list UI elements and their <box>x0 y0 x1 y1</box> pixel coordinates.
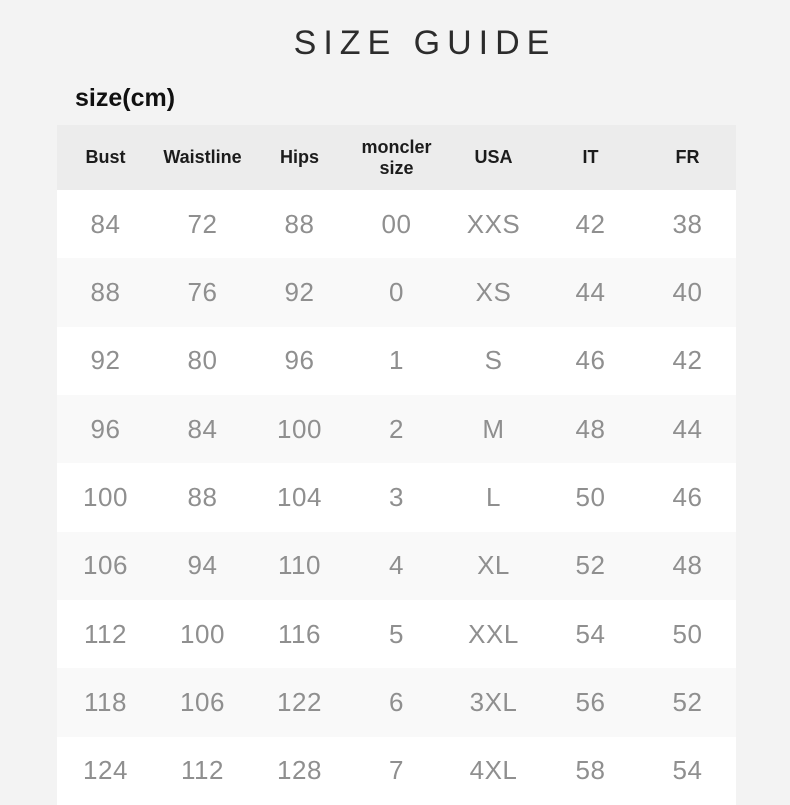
table-row: 112 100 116 5 XXL 54 50 <box>57 599 736 669</box>
column-header-fr: FR <box>675 147 700 167</box>
size-table-body: 84 72 88 00 XXS 42 38 88 76 92 0 XS 44 40 92 80 96 1 S 46 42… <box>57 190 736 805</box>
table-row: 124 112 128 7 4XL 58 54 <box>57 736 736 805</box>
page-title: SIZE GUIDE <box>293 24 557 62</box>
table-cell: 7 <box>389 755 404 786</box>
table-cell: 3 <box>389 481 404 512</box>
table-cell: 50 <box>672 618 703 649</box>
table-cell: 4 <box>389 550 404 581</box>
table-cell: 46 <box>575 345 606 376</box>
table-cell: 58 <box>575 755 606 786</box>
table-cell: 46 <box>672 481 703 512</box>
table-cell: M <box>482 413 505 444</box>
table-cell: 1 <box>389 345 404 376</box>
table-row: 106 94 110 4 XL 52 48 <box>57 531 736 600</box>
table-cell: XXS <box>466 208 521 239</box>
column-header-bust: Bust <box>85 147 126 167</box>
table-cell: 104 <box>277 481 322 512</box>
table-cell: 106 <box>180 686 225 717</box>
table-cell: 0 <box>389 276 404 307</box>
table-cell: 84 <box>187 413 218 444</box>
table-cell: 50 <box>575 481 606 512</box>
table-cell: 122 <box>277 686 322 717</box>
table-cell: 48 <box>672 550 703 581</box>
table-cell: 40 <box>672 276 703 307</box>
table-row: 92 80 96 1 S 46 42 <box>57 326 736 395</box>
table-cell: XS <box>475 276 512 307</box>
table-cell: 96 <box>90 413 121 444</box>
table-cell: 44 <box>672 413 703 444</box>
table-cell: 52 <box>575 550 606 581</box>
table-cell: 118 <box>84 686 127 717</box>
size-table-header-row: Bust Waistline Hips moncler size USA IT FR <box>57 125 736 190</box>
table-cell: L <box>486 481 501 512</box>
column-header-it: IT <box>582 147 599 167</box>
table-cell: 100 <box>83 481 128 512</box>
table-cell: 80 <box>187 345 218 376</box>
table-row: 118 106 122 6 3XL 56 52 <box>57 668 736 737</box>
table-cell: 112 <box>84 618 127 649</box>
table-cell: XL <box>477 550 510 581</box>
table-cell: 124 <box>83 755 128 786</box>
table-row: 100 88 104 3 L 50 46 <box>57 463 736 532</box>
table-cell: 76 <box>187 276 218 307</box>
table-cell: 38 <box>672 208 703 239</box>
table-cell: 110 <box>278 550 321 581</box>
table-cell: 5 <box>389 618 404 649</box>
table-cell: 52 <box>672 686 703 717</box>
table-cell: 84 <box>90 208 121 239</box>
table-cell: 54 <box>672 755 703 786</box>
table-cell: 92 <box>284 276 315 307</box>
column-header-usa: USA <box>474 147 513 167</box>
table-cell: 128 <box>277 755 322 786</box>
table-cell: 94 <box>187 550 218 581</box>
table-cell: 6 <box>389 686 404 717</box>
table-cell: 100 <box>180 618 225 649</box>
table-cell: 88 <box>90 276 121 307</box>
table-cell: 88 <box>187 481 218 512</box>
unit-label: size(cm) <box>75 84 176 112</box>
table-cell: 92 <box>90 345 121 376</box>
table-cell: 44 <box>575 276 606 307</box>
table-cell: 48 <box>575 413 606 444</box>
table-cell: 88 <box>284 208 315 239</box>
table-cell: S <box>484 345 503 376</box>
table-cell: 2 <box>389 413 404 444</box>
table-cell: 106 <box>83 550 128 581</box>
column-header-moncler-size: moncler size <box>361 136 432 178</box>
table-cell: 56 <box>575 686 606 717</box>
table-row: 84 72 88 00 XXS 42 38 <box>57 190 736 259</box>
table-cell: 112 <box>181 755 224 786</box>
table-row: 88 76 92 0 XS 44 40 <box>57 258 736 327</box>
size-guide-table: Bust Waistline Hips moncler size USA IT FR 84 7… <box>57 125 736 805</box>
table-cell: 96 <box>284 345 315 376</box>
table-cell: XXL <box>468 618 519 649</box>
table-cell: 4XL <box>469 755 518 786</box>
table-cell: 72 <box>187 208 218 239</box>
column-header-waistline: Waistline <box>163 147 242 167</box>
column-header-hips: Hips <box>279 147 319 167</box>
table-cell: 100 <box>277 413 322 444</box>
table-cell: 42 <box>672 345 703 376</box>
table-cell: 3XL <box>469 686 518 717</box>
table-cell: 42 <box>575 208 606 239</box>
table-cell: 116 <box>278 618 321 649</box>
table-cell: 00 <box>381 208 412 239</box>
table-cell: 54 <box>575 618 606 649</box>
table-row: 96 84 100 2 M 48 44 <box>57 394 736 464</box>
